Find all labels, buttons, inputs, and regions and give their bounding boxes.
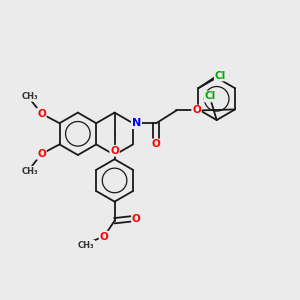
Text: O: O	[37, 109, 46, 119]
Text: Cl: Cl	[215, 70, 226, 80]
Text: N: N	[132, 118, 141, 128]
Text: O: O	[132, 214, 141, 224]
Text: CH₃: CH₃	[22, 167, 38, 176]
Text: O: O	[100, 232, 108, 242]
Text: O: O	[192, 106, 201, 116]
Text: CH₃: CH₃	[22, 92, 38, 101]
Text: O: O	[37, 149, 46, 159]
Text: Cl: Cl	[205, 92, 216, 101]
Text: O: O	[152, 140, 161, 149]
Text: CH₃: CH₃	[78, 241, 94, 250]
Text: O: O	[110, 146, 119, 156]
